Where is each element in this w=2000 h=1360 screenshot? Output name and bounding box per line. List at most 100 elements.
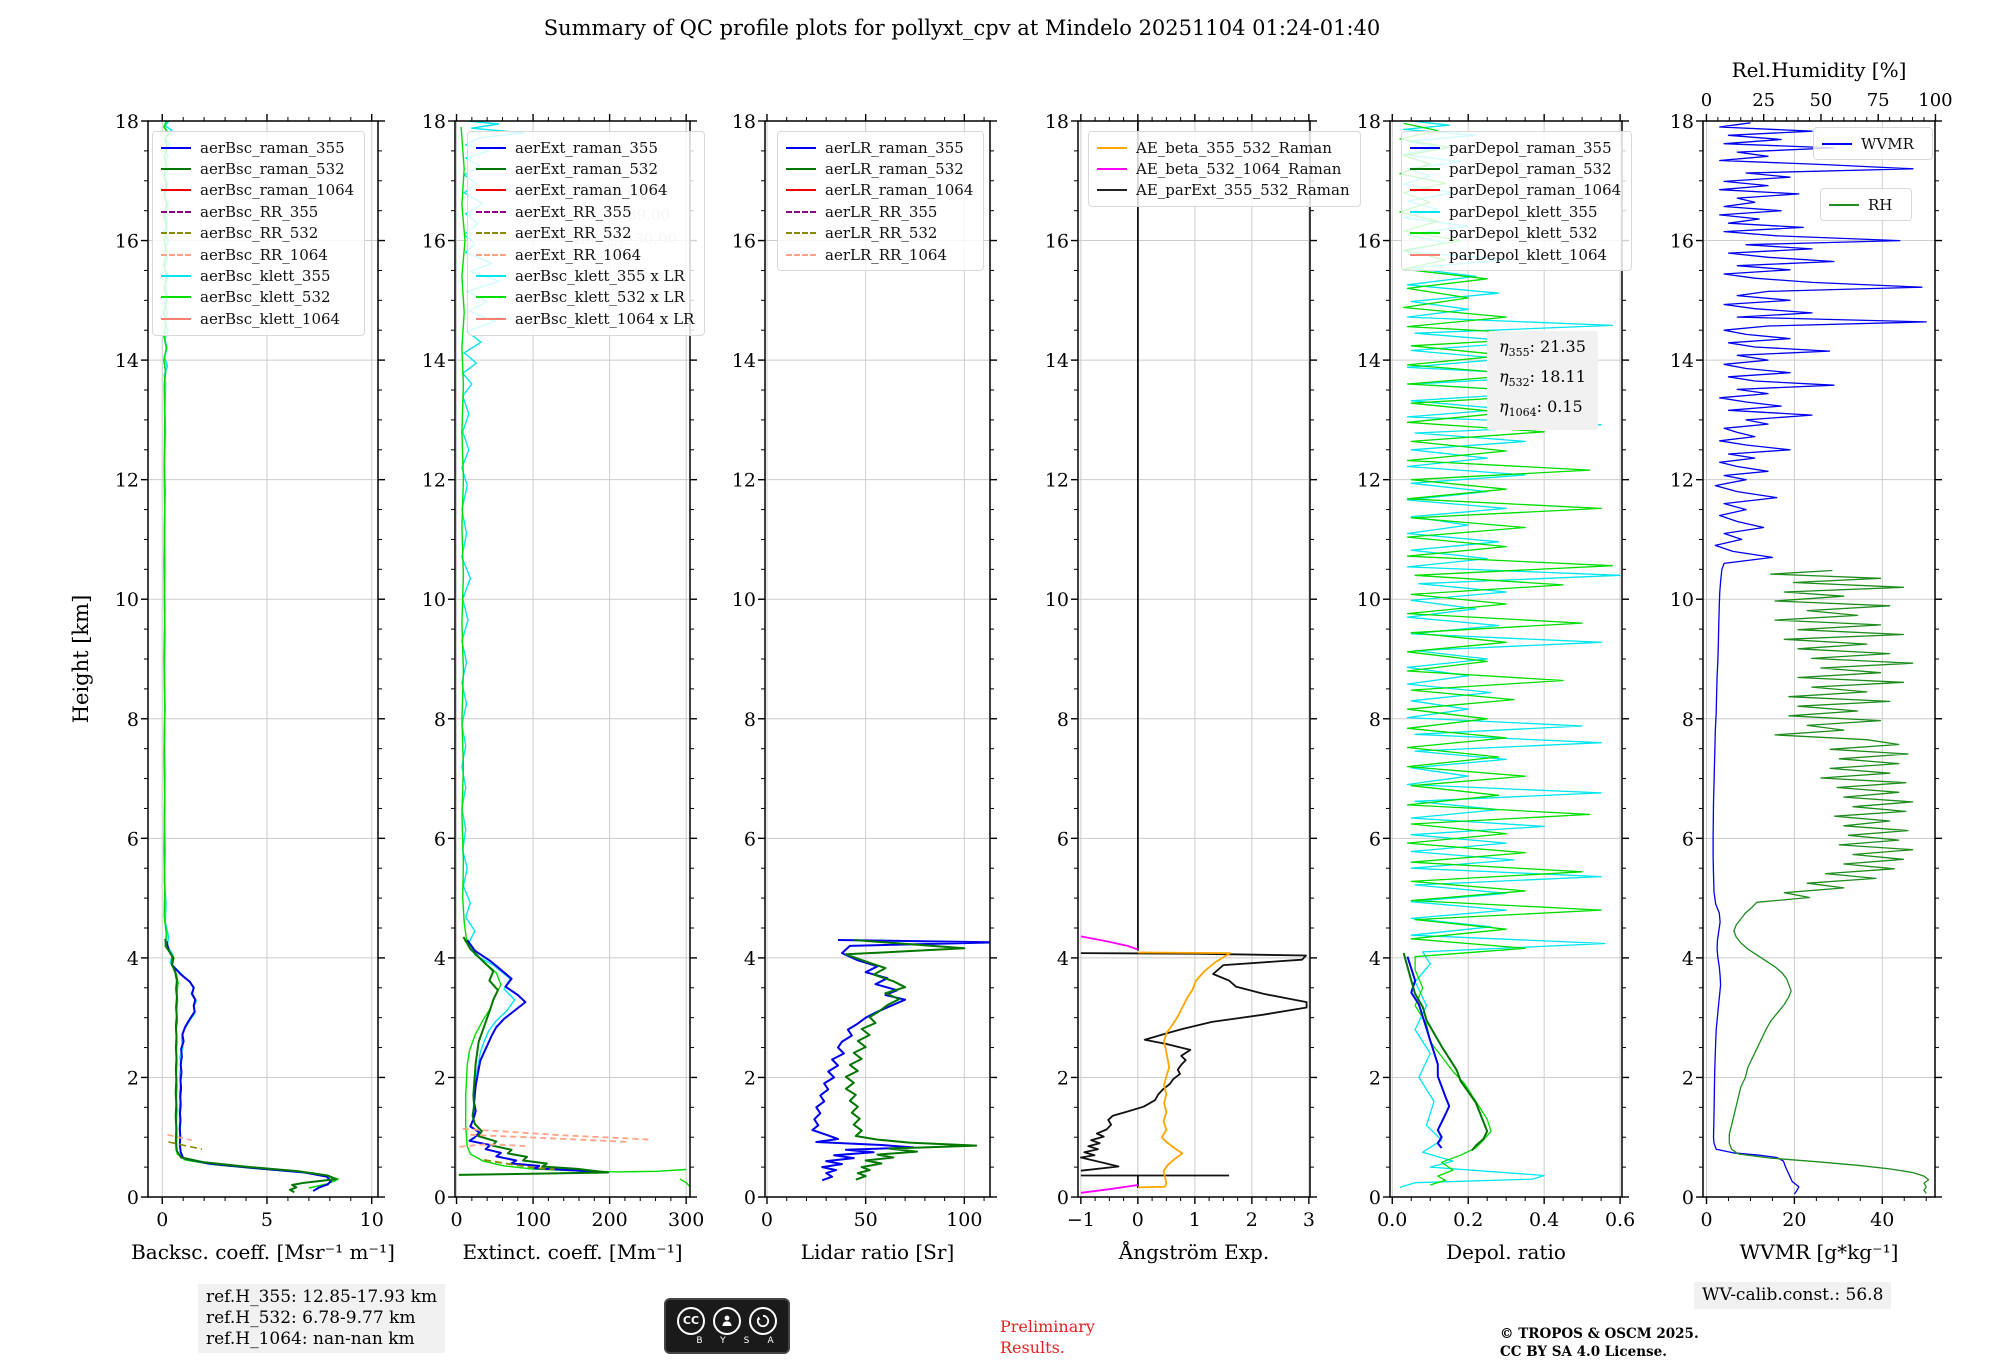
svg-text:300: 300 bbox=[668, 1209, 704, 1231]
svg-text:6: 6 bbox=[434, 828, 446, 850]
top-axis-label-wvmr: Rel.Humidity [%] bbox=[1732, 58, 1907, 82]
svg-text:−1: −1 bbox=[1067, 1209, 1095, 1231]
legend-entry: aerLR_raman_355 bbox=[786, 137, 973, 158]
svg-text:8: 8 bbox=[1682, 709, 1694, 731]
series-aerExt_RR_1064 bbox=[470, 1133, 630, 1143]
legend-label: parDepol_raman_1064 bbox=[1449, 181, 1622, 200]
legend-angstroem: AE_beta_355_532_Raman AE_beta_532_1064_Ra… bbox=[1088, 131, 1361, 208]
legend-entry: aerBsc_raman_1064 bbox=[161, 180, 354, 201]
x-axis-label-ext: Extinct. coeff. [Mm⁻¹] bbox=[462, 1240, 682, 1264]
svg-text:0: 0 bbox=[1701, 90, 1712, 111]
legend-line-sample bbox=[161, 275, 191, 278]
legend-line-sample bbox=[476, 232, 506, 235]
legend-label: aerBsc_klett_1064 bbox=[200, 309, 341, 328]
svg-text:18: 18 bbox=[1045, 111, 1069, 133]
svg-text:14: 14 bbox=[732, 350, 756, 372]
svg-text:0.0: 0.0 bbox=[1377, 1209, 1407, 1231]
legend-entry: aerBsc_klett_532 bbox=[161, 287, 354, 308]
svg-text:12: 12 bbox=[1670, 470, 1694, 492]
legend-wvmr: RH bbox=[1820, 188, 1912, 222]
svg-text:4: 4 bbox=[127, 948, 139, 970]
legend-entry: parDepol_raman_355 bbox=[1410, 137, 1621, 158]
legend-label: AE_beta_532_1064_Raman bbox=[1136, 160, 1342, 179]
legend-entry: aerLR_raman_532 bbox=[786, 158, 973, 179]
series-aerBsc_raman_355 bbox=[165, 940, 332, 1192]
series-aerExt_raman_532 bbox=[458, 936, 610, 1176]
svg-text:16: 16 bbox=[732, 231, 756, 253]
legend-line-sample bbox=[161, 317, 191, 320]
svg-text:16: 16 bbox=[1670, 231, 1694, 253]
legend-line-sample bbox=[161, 189, 191, 192]
svg-text:100: 100 bbox=[1918, 90, 1952, 111]
panel-frame-angstroem bbox=[1077, 120, 1311, 1198]
x-axis-label-lr: Lidar ratio [Sr] bbox=[801, 1240, 955, 1264]
legend-line-sample bbox=[476, 317, 506, 320]
legend-label: aerLR_raman_532 bbox=[825, 160, 964, 179]
legend-label: aerExt_raman_355 bbox=[515, 138, 658, 157]
series-parDepol_klett_355 bbox=[1399, 121, 1621, 1189]
legend-entry: aerLR_RR_355 bbox=[786, 201, 973, 222]
svg-text:4: 4 bbox=[744, 948, 756, 970]
legend-entry: aerExt_RR_355 bbox=[476, 201, 694, 222]
legend-label: parDepol_klett_532 bbox=[1449, 224, 1598, 243]
svg-text:2: 2 bbox=[127, 1067, 139, 1089]
legend-line-sample bbox=[476, 146, 506, 149]
legend-line-sample bbox=[1410, 253, 1440, 256]
series-RH bbox=[1728, 569, 1930, 1194]
legend-backsc: aerBsc_raman_355 aerBsc_raman_532 aerBsc_r… bbox=[152, 131, 366, 336]
svg-text:0: 0 bbox=[434, 1187, 446, 1209]
legend-line-sample bbox=[1822, 142, 1852, 145]
legend-line-sample bbox=[476, 189, 506, 192]
svg-text:0: 0 bbox=[1132, 1209, 1144, 1231]
svg-text:14: 14 bbox=[1045, 350, 1069, 372]
svg-text:6: 6 bbox=[1369, 828, 1381, 850]
series-AE_beta_532_1064_Raman bbox=[1080, 1184, 1139, 1194]
series-aerExt_raman_355 bbox=[466, 939, 596, 1173]
svg-text:16: 16 bbox=[422, 231, 446, 253]
legend-entry: aerExt_RR_1064 bbox=[476, 244, 694, 265]
svg-text:12: 12 bbox=[422, 470, 446, 492]
svg-text:0: 0 bbox=[1057, 1187, 1069, 1209]
legend-label: aerBsc_RR_532 bbox=[200, 224, 319, 243]
svg-text:14: 14 bbox=[115, 350, 139, 372]
legend-line-sample bbox=[476, 168, 506, 171]
legend-label: aerBsc_raman_532 bbox=[200, 160, 345, 179]
svg-text:5: 5 bbox=[261, 1209, 273, 1231]
reference-height-box: ref.H_355: 12.85-17.93 km ref.H_532: 6.7… bbox=[198, 1284, 446, 1353]
legend-entry: aerBsc_RR_532 bbox=[161, 223, 354, 244]
series-parDepol_raman_355 bbox=[1406, 956, 1451, 1149]
svg-text:20: 20 bbox=[1782, 1209, 1806, 1231]
svg-text:75: 75 bbox=[1867, 90, 1890, 111]
svg-text:4: 4 bbox=[1369, 948, 1381, 970]
svg-text:0: 0 bbox=[1700, 1209, 1712, 1231]
legend-label: aerBsc_raman_1064 bbox=[200, 181, 355, 200]
series-parDepol_raman_532 bbox=[1402, 952, 1489, 1152]
legend-line-sample bbox=[476, 275, 506, 278]
series-AE_beta_355_532_Raman bbox=[1137, 951, 1232, 1189]
legend-label: aerLR_raman_355 bbox=[825, 138, 964, 157]
legend-line-sample bbox=[1410, 168, 1440, 171]
legend-line-sample bbox=[476, 296, 506, 299]
svg-text:10: 10 bbox=[360, 1209, 384, 1231]
legend-entry: aerBsc_klett_355 x LR bbox=[476, 265, 694, 286]
svg-text:200: 200 bbox=[591, 1209, 627, 1231]
eta-annotation: η355: 21.35 η532: 18.11 η1064: 0.15 bbox=[1487, 331, 1598, 430]
x-axis-label-depol: Depol. ratio bbox=[1446, 1240, 1566, 1264]
legend-line-sample bbox=[786, 146, 816, 149]
svg-text:6: 6 bbox=[127, 828, 139, 850]
legend-entry: aerBsc_klett_355 bbox=[161, 265, 354, 286]
cc-license-icons: CC bbox=[677, 1306, 777, 1335]
svg-text:10: 10 bbox=[115, 589, 139, 611]
legend-line-sample bbox=[786, 168, 816, 171]
svg-text:18: 18 bbox=[732, 111, 756, 133]
svg-text:10: 10 bbox=[422, 589, 446, 611]
svg-text:18: 18 bbox=[422, 111, 446, 133]
legend-label: aerBsc_klett_355 x LR bbox=[515, 267, 685, 286]
legend-line-sample bbox=[1829, 203, 1859, 206]
legend-entry: AE_parExt_355_532_Raman bbox=[1097, 180, 1350, 201]
legend-label: aerExt_raman_532 bbox=[515, 160, 658, 179]
legend-label: aerLR_RR_355 bbox=[825, 202, 938, 221]
svg-text:14: 14 bbox=[1357, 350, 1381, 372]
share-alike-icon bbox=[749, 1306, 777, 1335]
